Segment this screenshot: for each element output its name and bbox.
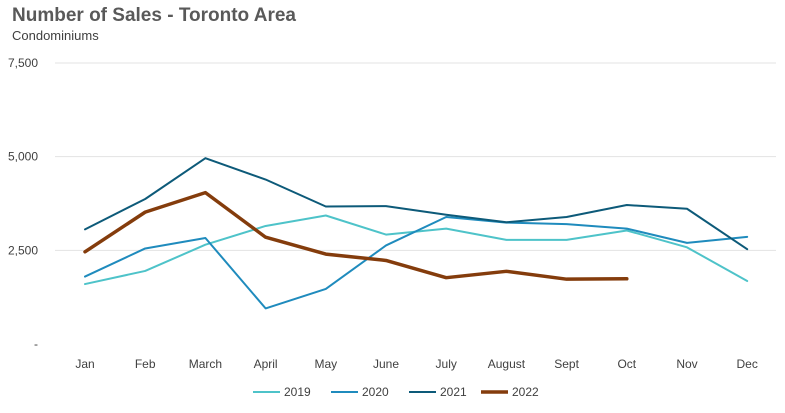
- legend-label-2020: 2020: [362, 385, 389, 399]
- x-tick-label: March: [189, 357, 222, 371]
- x-tick-label: May: [314, 357, 337, 371]
- x-tick-label: Feb: [135, 357, 156, 371]
- series-line-2022: [83, 190, 629, 281]
- y-tick-label: 7,500: [8, 56, 38, 70]
- legend-label-2022: 2022: [512, 385, 539, 399]
- y-tick-label: -: [34, 337, 38, 351]
- x-tick-label: June: [373, 357, 399, 371]
- series-line-2021: [84, 157, 749, 251]
- x-tick-label: Sept: [554, 357, 579, 371]
- x-tick-label: Dec: [737, 357, 758, 371]
- series-lines: [83, 157, 749, 310]
- y-axis-ticks: - 2,500 5,000 7,500: [8, 56, 38, 351]
- legend-label-2019: 2019: [284, 385, 311, 399]
- x-tick-label: Nov: [676, 357, 697, 371]
- x-tick-label: Jan: [75, 357, 94, 371]
- x-axis-ticks: Jan Feb March April May June July August Sept Oct…: [75, 357, 758, 371]
- gridlines: [55, 62, 776, 251]
- chart-title: Number of Sales - Toronto Area: [12, 5, 296, 26]
- y-tick-label: 5,000: [8, 150, 38, 164]
- series-line-2020: [84, 215, 749, 310]
- x-tick-label: Oct: [617, 357, 636, 371]
- legend: 2019 2020 2021 2022: [253, 385, 539, 399]
- x-tick-label: April: [254, 357, 278, 371]
- x-tick-label: August: [488, 357, 526, 371]
- series-line-2019: [84, 214, 749, 286]
- y-tick-label: 2,500: [8, 243, 38, 257]
- chart-subtitle: Condominiums: [12, 28, 99, 43]
- x-tick-label: July: [436, 357, 457, 371]
- legend-label-2021: 2021: [440, 385, 467, 399]
